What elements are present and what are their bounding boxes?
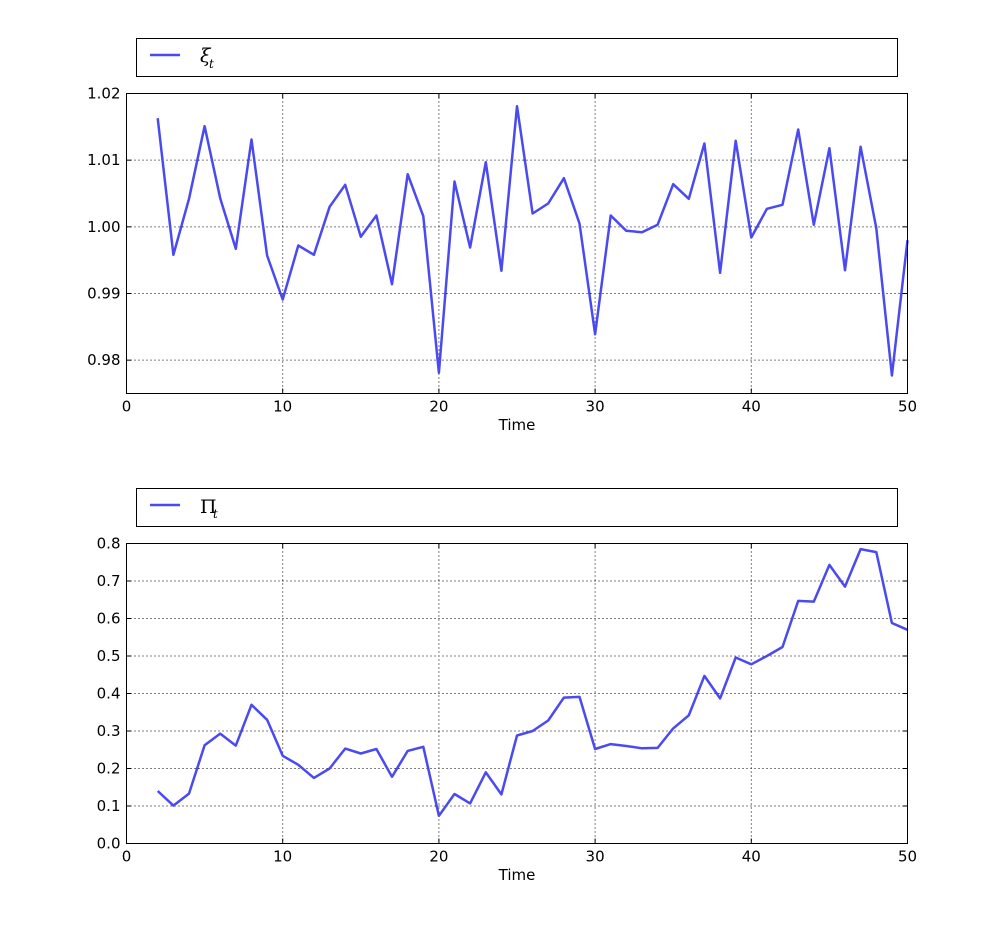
y-tick-label: 0.3 bbox=[97, 722, 121, 740]
y-tick-label: 0.7 bbox=[97, 572, 121, 590]
plot-frame bbox=[126, 543, 908, 844]
y-tick-label: 0.98 bbox=[87, 351, 120, 369]
x-tick-label: 50 bbox=[898, 848, 917, 866]
y-tick-label: 0.99 bbox=[87, 285, 120, 303]
axis-ticks: 0 10 20 30 40 50 0.0 0.1 0.2 0.3 0.4 0.5 0.6 0.7 0.8 bbox=[97, 535, 917, 866]
legend-subscript: t bbox=[213, 507, 218, 521]
y-tick-label: 0.5 bbox=[97, 647, 121, 665]
series-line-xi bbox=[156, 104, 909, 377]
y-tick-label: 0.8 bbox=[97, 535, 121, 553]
chart-xi: ξ t 0 10 20 30 40 50 0.98 0.99 1.00 1.01 1.02 Time bbox=[87, 38, 917, 434]
legend-xi: ξ t bbox=[136, 38, 898, 77]
x-tick-label: 0 bbox=[122, 848, 132, 866]
y-tick-label: 1.01 bbox=[87, 151, 120, 169]
y-tick-label: 0.2 bbox=[97, 760, 121, 778]
legend-symbol: Π bbox=[200, 496, 217, 518]
x-axis-label: Time bbox=[498, 866, 536, 884]
legend-pi: Π t bbox=[136, 488, 898, 527]
x-tick-label: 0 bbox=[122, 398, 132, 416]
series-line-pi bbox=[156, 547, 908, 818]
y-tick-label: 0.4 bbox=[97, 685, 121, 703]
plot-frame bbox=[126, 93, 908, 394]
y-tick-label: 0.6 bbox=[97, 610, 121, 628]
x-tick-label: 50 bbox=[898, 398, 917, 416]
x-axis-label: Time bbox=[498, 416, 536, 434]
grid-lines bbox=[126, 543, 908, 844]
legend-box bbox=[136, 488, 898, 527]
chart-pi: Π t 0 10 20 30 40 500.00.10.20.30.40.50.60.70… bbox=[97, 488, 917, 884]
y-tick-label: 0.0 bbox=[97, 835, 121, 853]
legend-box bbox=[136, 38, 898, 77]
legend-symbol: ξ bbox=[200, 45, 212, 67]
x-tick-label: 20 bbox=[429, 398, 448, 416]
y-tick-label: 1.02 bbox=[87, 85, 120, 103]
y-tick-label: 0.1 bbox=[97, 797, 121, 815]
x-tick-label: 40 bbox=[742, 398, 761, 416]
x-tick-label: 30 bbox=[586, 848, 605, 866]
axis-ticks: 0 10 20 30 40 50 0.98 0.99 1.00 1.01 1.02 bbox=[87, 85, 917, 416]
x-tick-label: 10 bbox=[273, 398, 292, 416]
x-tick-label: 20 bbox=[429, 848, 448, 866]
grid-lines bbox=[126, 93, 908, 394]
legend-subscript: t bbox=[209, 57, 214, 71]
y-tick-label: 1.00 bbox=[87, 218, 120, 236]
x-tick-label: 30 bbox=[586, 398, 605, 416]
x-tick-label: 40 bbox=[742, 848, 761, 866]
x-tick-label: 10 bbox=[273, 848, 292, 866]
